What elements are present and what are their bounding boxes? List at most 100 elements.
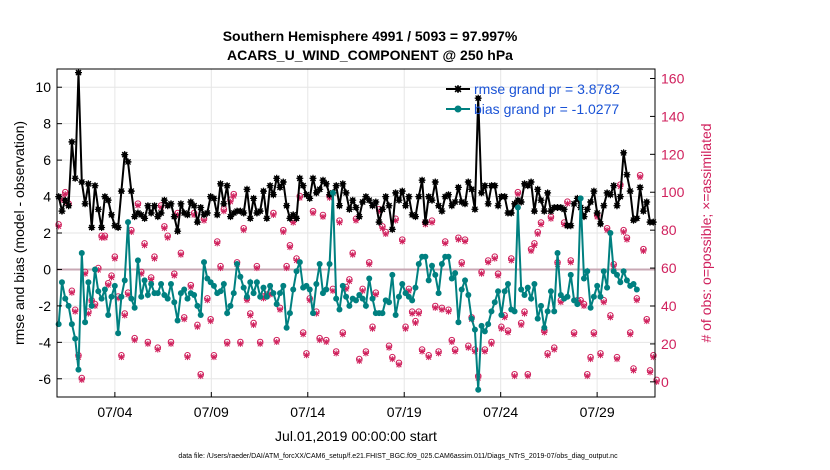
bias-point <box>514 204 521 211</box>
rmse-point-star <box>147 209 155 217</box>
bias-point <box>491 299 498 306</box>
obs-assimilated-point <box>346 278 353 285</box>
bias-point <box>210 282 217 289</box>
bias-point <box>432 271 439 278</box>
rmse-point <box>527 178 535 186</box>
bias-point <box>58 279 65 286</box>
rmse-point <box>649 218 657 226</box>
obs-assimilated-point <box>567 259 574 266</box>
obs-assimilated-point <box>141 242 148 249</box>
rmse-point-star <box>339 180 347 188</box>
rmse-point-star <box>567 222 575 230</box>
obs-assimilated-point <box>594 213 601 220</box>
obs-assimilated-point <box>174 211 181 218</box>
rmse-point-star <box>180 209 188 217</box>
obs-assimilated-point <box>504 329 511 336</box>
rmse-point-star <box>207 193 215 201</box>
rmse-point <box>240 209 248 217</box>
obs-assimilated-point <box>580 302 587 309</box>
obs-assimilated-point <box>491 255 498 262</box>
rmse-point <box>365 196 373 204</box>
obs-assimilated-point <box>564 200 571 207</box>
rmse-point-star <box>547 207 555 215</box>
bias-point <box>590 293 597 300</box>
rmse-point-star <box>151 202 158 210</box>
obs-assimilated-point <box>349 251 356 258</box>
obs-assimilated-point <box>607 314 614 321</box>
bias-point <box>488 308 495 315</box>
rmse-point-star <box>623 171 631 179</box>
rmse-point-star <box>421 218 429 226</box>
obs-assimilated-point <box>452 348 459 355</box>
rmse-point-star <box>560 205 568 213</box>
bias-point <box>597 293 604 300</box>
obs-assimilated-point <box>458 261 465 268</box>
rmse-point-star <box>639 207 647 215</box>
obs-assimilated-point <box>359 287 366 294</box>
bias-point <box>498 312 505 318</box>
bias-point <box>511 308 518 315</box>
rmse-point-star <box>570 200 578 208</box>
rmse-point-star <box>65 202 73 210</box>
bias-point <box>577 195 584 202</box>
bias-point <box>72 335 79 342</box>
y-tick-label: 8 <box>43 116 51 132</box>
bias-point <box>425 277 432 284</box>
footnote: data file: /Users/raeder/DAI/ATM_forcXX/… <box>178 453 618 460</box>
rmse-point-star <box>190 202 198 210</box>
obs-assimilated-point <box>161 225 168 232</box>
rmse-point-star <box>474 94 482 102</box>
rmse-point <box>68 138 76 146</box>
rmse-point-star <box>428 196 436 204</box>
bias-point <box>329 189 336 196</box>
bias-point <box>366 275 373 282</box>
bias-series <box>55 189 640 393</box>
bias-point <box>131 304 138 311</box>
rmse-point-star <box>164 202 172 210</box>
rmse-point-star <box>445 191 452 199</box>
rmse-point-star <box>68 138 76 146</box>
x-axis-ticks: 07/04 07/09 07/14 07/19 07/24 07/29 <box>97 392 615 420</box>
rmse-point-star <box>362 193 370 201</box>
bias-point <box>148 281 155 288</box>
chart-title: Southern Hemisphere 4991 / 5093 = 97.997… <box>223 28 518 44</box>
bias-point <box>227 302 234 309</box>
obs-assimilated-point <box>270 211 277 218</box>
obs-assimilated-point <box>415 310 422 317</box>
rmse-point <box>345 205 353 213</box>
rmse-point-star <box>507 209 515 217</box>
bias-point <box>422 253 429 260</box>
rmse-point <box>91 182 99 190</box>
rmse-point <box>104 196 112 204</box>
obs-assimilated-point <box>488 340 495 347</box>
rmse-point <box>151 202 158 210</box>
obs-assimilated-point <box>128 229 135 236</box>
bias-point <box>310 310 317 317</box>
rmse-point-star <box>187 198 195 206</box>
rmse-point <box>71 174 79 182</box>
rmse-point <box>372 198 380 206</box>
legend: rmse grand pr = 3.8782 bias grand pr = -… <box>446 81 620 117</box>
rmse-point <box>597 220 604 228</box>
obs-assimilated-point <box>633 297 640 304</box>
rmse-point-star <box>269 191 277 199</box>
obs-assimilated-point <box>111 255 118 262</box>
obs-assimilated-point <box>597 352 604 359</box>
bias-point <box>448 275 455 282</box>
rmse-point-star <box>227 213 234 221</box>
rmse-point <box>114 224 122 231</box>
obs-assimilated-point <box>273 339 280 346</box>
rmse-point-star <box>283 202 291 210</box>
rmse-point <box>544 189 552 197</box>
obs-assimilated-point <box>399 238 406 245</box>
obs-assimilated-point <box>240 227 247 234</box>
rmse-point-star <box>253 209 261 217</box>
bias-point <box>604 284 611 291</box>
obs-assimilated-point <box>177 251 184 258</box>
obs-assimilated-point <box>362 350 369 357</box>
rmse-point-star <box>289 211 297 219</box>
legend-rmse-label: rmse grand pr = 3.8782 <box>474 81 620 97</box>
rmse-point-star <box>154 213 162 221</box>
bias-point <box>339 282 346 289</box>
rmse-point-star <box>359 198 367 206</box>
